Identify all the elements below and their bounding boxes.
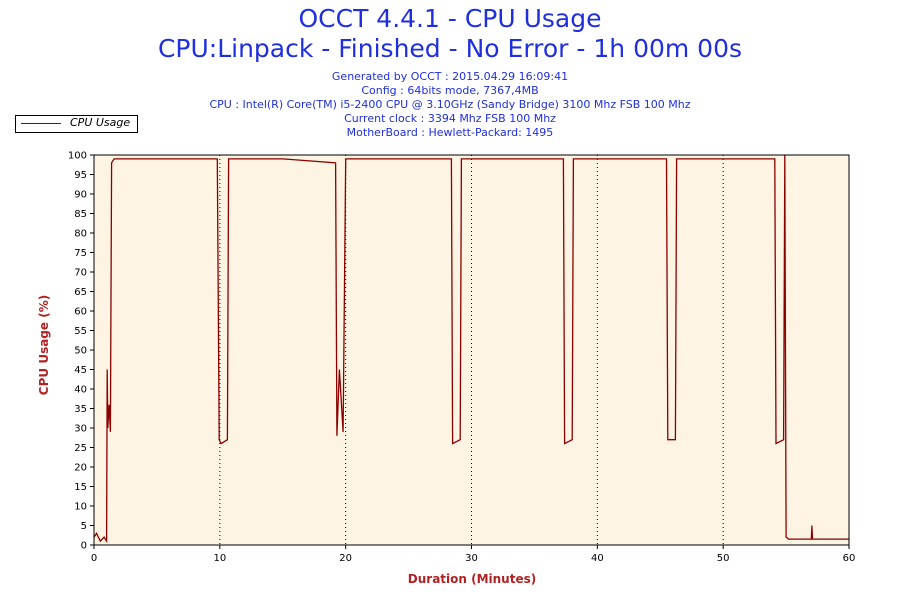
info-config: Config : 64bits mode, 7367,4MB (361, 84, 539, 97)
x-tick-label: 0 (91, 553, 97, 564)
y-tick-label: 0 (81, 541, 87, 552)
y-tick-label: 65 (74, 287, 87, 298)
plot-frame (93, 154, 850, 546)
y-tick-label: 45 (74, 365, 87, 376)
x-axis-label: Duration (Minutes) (407, 572, 537, 586)
y-tick-label: 55 (74, 326, 87, 337)
y-tick-label: 15 (74, 482, 87, 493)
y-tick-label: 5 (81, 521, 87, 532)
info-generated: Generated by OCCT : 2015.04.29 16:09:41 (331, 70, 569, 83)
y-tick-label: 75 (74, 248, 87, 259)
x-tick-label: 30 (465, 553, 478, 564)
chart-title: OCCT 4.4.1 - CPU Usage (298, 4, 602, 33)
y-tick-label: 60 (74, 307, 87, 318)
y-tick-label: 25 (74, 443, 87, 454)
legend-swatch (21, 123, 61, 124)
series-line-cpu-usage (93, 154, 849, 544)
chart-subtitle: CPU:Linpack - Finished - No Error - 1h 0… (157, 34, 743, 63)
x-tick-label: 20 (339, 553, 352, 564)
x-tick-label: 40 (591, 553, 604, 564)
x-tick-label: 50 (717, 553, 730, 564)
y-tick-label: 50 (74, 346, 87, 357)
y-tick-label: 10 (74, 502, 87, 513)
y-tick-label: 70 (74, 268, 87, 279)
y-axis-label: CPU Usage (%) (37, 294, 51, 396)
info-cpu: CPU : Intel(R) Core(TM) i5-2400 CPU @ 3.… (209, 98, 691, 111)
info-current-clock: Current clock : 3394 Mhz FSB 100 Mhz (344, 112, 556, 125)
legend-label: CPU Usage (70, 116, 131, 129)
y-tick-label: 95 (74, 170, 87, 181)
x-tick-label: 10 (213, 553, 226, 564)
x-tick-label: 60 (843, 553, 856, 564)
y-tick-label: 100 (68, 151, 87, 162)
y-tick-label: 85 (74, 209, 87, 220)
info-motherboard: MotherBoard : Hewlett-Packard: 1495 (346, 126, 554, 139)
y-tick-label: 40 (74, 385, 87, 396)
y-tick-label: 35 (74, 404, 87, 415)
chart-legend: CPU Usage (15, 115, 138, 133)
y-tick-label: 90 (74, 190, 87, 201)
plot-area (93, 154, 850, 546)
y-tick-label: 80 (74, 229, 87, 240)
y-tick-label: 30 (74, 424, 87, 435)
y-tick-label: 20 (74, 463, 87, 474)
